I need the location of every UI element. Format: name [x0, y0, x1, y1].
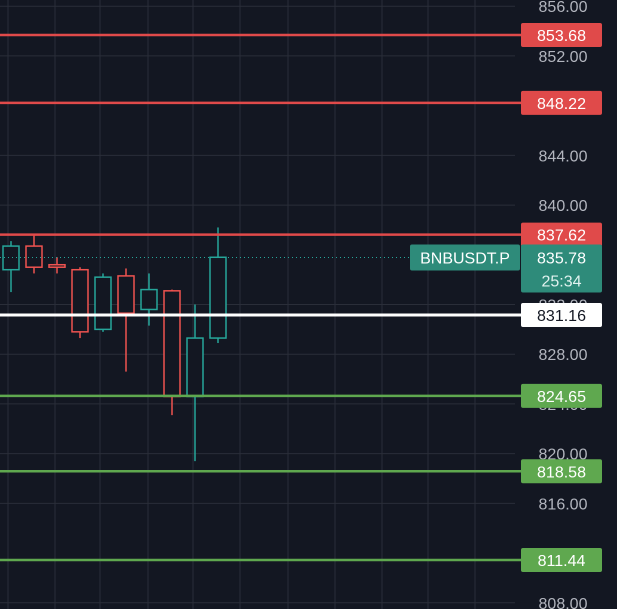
y-tick-label: 844.00: [539, 148, 588, 165]
level-badge: [521, 23, 602, 48]
candle[interactable]: [186, 304, 204, 462]
level-badge: [521, 302, 602, 327]
candle-body: [48, 263, 66, 268]
y-tick-label: 808.00: [539, 596, 588, 609]
level-support[interactable]: 811.44: [0, 548, 602, 573]
candle[interactable]: [48, 257, 66, 274]
level-label: 811.44: [538, 553, 586, 570]
level-pivot[interactable]: 831.16: [0, 302, 602, 327]
candle-body: [94, 276, 112, 331]
candle[interactable]: [94, 273, 112, 332]
level-badge: [521, 90, 602, 115]
grid: [0, 0, 515, 609]
y-tick-label: 828.00: [539, 347, 588, 364]
candle-body: [209, 256, 227, 339]
candle-countdown: 25:34: [541, 274, 581, 291]
current-price-label: 835.78: [537, 251, 586, 268]
level-badge: [521, 548, 602, 573]
candle-body: [140, 288, 158, 311]
level-resistance[interactable]: 848.22: [0, 90, 602, 115]
candle[interactable]: [71, 267, 89, 339]
level-label: 831.16: [537, 308, 586, 325]
level-badge: [521, 383, 602, 408]
candle-body: [71, 268, 89, 333]
price-axis[interactable]: 856.00852.00844.00840.00832.00828.00824.…: [539, 0, 588, 609]
level-support[interactable]: 824.65: [0, 383, 602, 408]
candle-body: [2, 245, 20, 271]
candle[interactable]: [2, 241, 20, 293]
y-tick-label: 840.00: [539, 198, 588, 215]
level-resistance[interactable]: 853.68: [0, 23, 602, 48]
candle-body: [25, 245, 43, 268]
level-label: 837.62: [537, 228, 586, 245]
y-tick-label: 852.00: [539, 49, 588, 66]
level-label: 818.58: [537, 464, 586, 481]
candle-body: [163, 290, 181, 398]
current-price-badge-bg: [521, 244, 602, 293]
level-label: 853.68: [537, 28, 586, 45]
candle[interactable]: [117, 268, 135, 372]
y-tick-label: 816.00: [539, 496, 588, 513]
candle[interactable]: [209, 227, 227, 344]
level-support[interactable]: 818.58: [0, 459, 602, 484]
level-badge: [521, 222, 602, 247]
horizontal-levels[interactable]: 853.68 848.22 837.62 831.16 824.65 818.58 811.…: [0, 23, 602, 573]
candle[interactable]: [140, 273, 158, 326]
level-label: 848.22: [537, 96, 586, 113]
level-resistance[interactable]: 837.62: [0, 222, 602, 247]
candle-body: [186, 337, 204, 398]
candle-body: [117, 275, 135, 314]
level-badge: [521, 459, 602, 484]
candle[interactable]: [25, 234, 43, 274]
symbol-badge: BNBUSDT.P: [420, 251, 510, 268]
symbol-badge-bg: [410, 244, 520, 271]
level-label: 824.65: [537, 389, 586, 406]
current-price-marker: BNBUSDT.P 835.78 25:34: [0, 244, 602, 293]
y-tick-label: 856.00: [539, 0, 588, 16]
